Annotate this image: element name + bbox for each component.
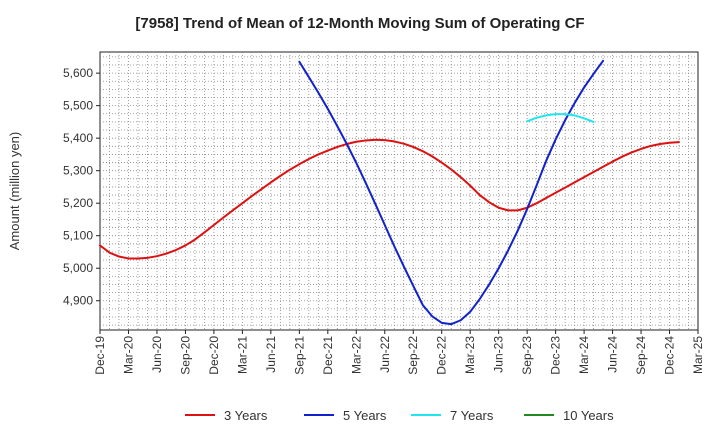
y-tick-label: 5,500 [63, 99, 93, 113]
x-tick-label: Mar-24 [577, 336, 591, 374]
x-tick-label: Mar-21 [235, 336, 249, 374]
y-tick-label: 5,200 [63, 196, 93, 210]
legend-label-10-years: 10 Years [563, 408, 614, 423]
series-line-5-years [298, 59, 605, 326]
x-tick-label: Jun-22 [378, 336, 392, 373]
x-tick-label: Mar-22 [349, 336, 363, 374]
x-tick-label: Mar-23 [463, 336, 477, 374]
x-tick-label: Jun-23 [492, 336, 506, 373]
x-tick-label: Dec-19 [93, 336, 107, 375]
legend-label-5-years: 5 Years [343, 408, 387, 423]
series-line-7-years [526, 113, 595, 123]
x-tick-label: Dec-24 [663, 336, 677, 375]
x-tick-label: Jun-24 [606, 336, 620, 373]
grid-lines [100, 52, 698, 330]
x-tick-label: Jun-20 [150, 336, 164, 373]
y-axis-ticks: 4,900 5,000 5,100 5,200 5,300 5,400 5,500 5,600 [63, 66, 100, 308]
x-tick-label: Sep-21 [292, 336, 306, 375]
plot-area [99, 51, 699, 331]
y-tick-label: 5,300 [63, 164, 93, 178]
x-tick-label: Jun-21 [264, 336, 278, 373]
y-tick-label: 5,000 [63, 261, 93, 275]
y-tick-label: 5,400 [63, 131, 93, 145]
x-tick-label: Dec-21 [321, 336, 335, 375]
x-tick-label: Sep-23 [520, 336, 534, 375]
x-tick-label: Dec-20 [207, 336, 221, 375]
legend-label-7-years: 7 Years [450, 408, 494, 423]
y-tick-label: 4,900 [63, 294, 93, 308]
legend: 3 Years 5 Years 7 Years 10 Years [185, 408, 614, 423]
y-tick-label: 5,600 [63, 66, 93, 80]
series-lines [99, 59, 681, 326]
legend-label-3-years: 3 Years [224, 408, 268, 423]
x-tick-label: Mar-20 [121, 336, 135, 374]
x-tick-label: Mar-25 [691, 336, 705, 374]
x-tick-label: Dec-23 [549, 336, 563, 375]
chart-title: [7958] Trend of Mean of 12-Month Moving … [135, 15, 584, 32]
x-tick-label: Sep-24 [634, 336, 648, 375]
series-line-3-years [99, 138, 681, 260]
x-tick-label: Sep-20 [178, 336, 192, 375]
x-tick-label: Dec-22 [435, 336, 449, 375]
x-axis-ticks: Dec-19 Mar-20 Jun-20 Sep-20 Dec-20 Mar-21 Jun-… [93, 330, 705, 375]
y-tick-label: 5,100 [63, 229, 93, 243]
x-tick-label: Sep-22 [406, 336, 420, 375]
y-axis-label: Amount (million yen) [7, 132, 22, 251]
